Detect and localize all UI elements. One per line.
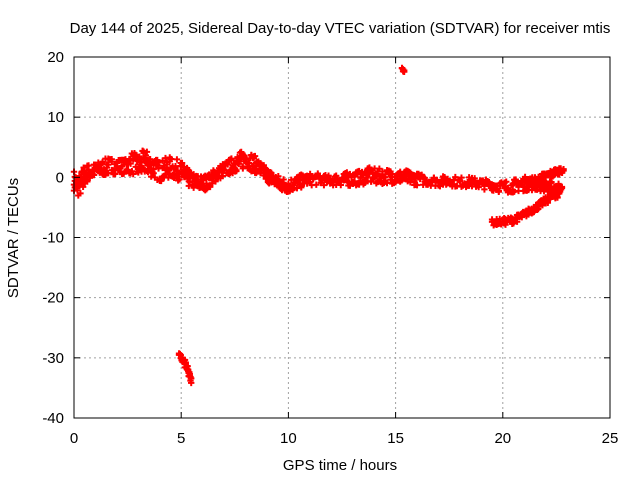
data-point [554,194,561,201]
grid-lines [74,57,610,418]
data-point [206,183,214,191]
data-point [560,165,567,173]
data-point [188,379,195,387]
y-tick-label: 0 [56,169,64,186]
y-tick-label: -10 [42,230,64,247]
data-point [219,172,227,180]
axis-ticks: 0 5 10 15 20 25 -40 -30 -20 -10 0 10 20 [42,49,618,447]
data-point [212,178,219,185]
x-tick-label: 20 [494,430,511,447]
x-tick-label: 25 [602,430,619,447]
data-point [555,180,562,188]
y-tick-label: 10 [47,109,64,126]
data-point [558,184,566,192]
y-axis-label: SDTVAR / TECUs [5,178,22,298]
data-point [233,167,240,174]
x-tick-label: 0 [70,430,78,447]
data-point [242,156,250,163]
chart-title: Day 144 of 2025, Sidereal Day-to-day VTE… [70,20,611,37]
data-point [313,181,320,188]
y-tick-label: -40 [42,410,64,427]
data-point [413,181,421,189]
data-point [173,156,181,163]
data-point [553,188,560,196]
data-point [228,155,235,162]
data-point [534,205,542,213]
data-point [155,159,162,166]
data-point [548,185,556,193]
data-point [167,155,175,163]
data-point [407,179,414,186]
data-point [235,160,242,168]
y-tick-label: 20 [47,49,64,66]
data-point [421,174,428,182]
data-point [105,161,112,168]
data-point [178,159,186,167]
data-point [77,190,84,197]
x-tick-label: 10 [280,430,297,447]
data-point [456,178,464,185]
x-tick-label: 15 [387,430,404,447]
data-point [367,166,375,173]
data-point [143,148,151,156]
data-point [458,174,465,181]
data-point [157,177,165,185]
data-point [127,160,134,167]
data-point [85,162,92,169]
data-point [199,177,206,184]
data-point [142,152,150,159]
data-point [253,163,260,170]
data-point [190,184,197,191]
x-axis-label: GPS time / hours [283,457,397,474]
data-point [548,179,555,187]
data-point [495,188,502,195]
data-point [503,178,510,185]
data-point [251,152,259,160]
data-point [513,218,521,225]
data-point [400,67,408,74]
data-point [224,161,231,168]
y-tick-label: -30 [42,350,64,367]
data-point [99,159,106,167]
x-tick-label: 5 [177,430,185,447]
data-point [129,170,137,178]
y-tick-label: -20 [42,290,64,307]
data-marks [70,64,567,387]
data-point [84,178,91,185]
